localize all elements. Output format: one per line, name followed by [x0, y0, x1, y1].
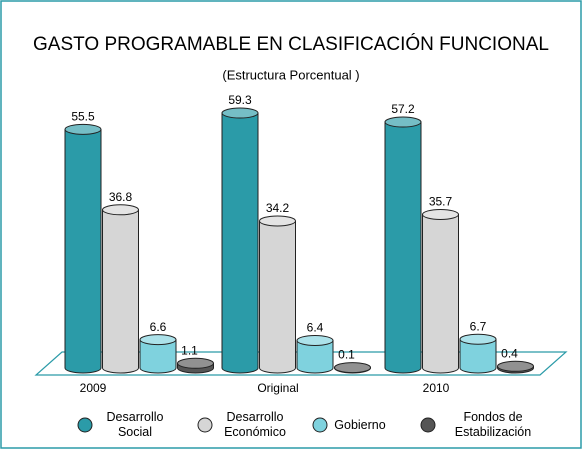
bar-body — [422, 213, 459, 374]
legend-marker — [420, 417, 436, 433]
bar-top — [497, 360, 534, 372]
chart-title: GASTO PROGRAMABLE EN CLASIFICACIÓN FUNCI… — [33, 33, 549, 55]
bar-top — [221, 107, 259, 119]
bar-top — [177, 357, 214, 369]
bar-top — [384, 116, 422, 128]
legend-label: Desarrollo Social — [106, 410, 164, 439]
bar-top — [102, 204, 139, 216]
value-label: 35.7 — [429, 195, 453, 209]
value-label: 59.3 — [228, 93, 252, 107]
legend-label: Gobierno — [334, 417, 386, 432]
chart-subtitle: (Estructura Porcentual ) — [222, 67, 359, 82]
bar-body — [459, 338, 497, 374]
legend-marker — [77, 417, 93, 433]
bar-body — [221, 112, 259, 374]
value-label: 57.2 — [391, 102, 415, 116]
value-label: 36.8 — [109, 190, 133, 204]
value-label: 0.4 — [501, 346, 518, 360]
bar-body — [64, 128, 102, 374]
x-tick-label: 2010 — [423, 381, 450, 395]
legend-marker — [312, 417, 328, 433]
bar-top — [296, 334, 334, 346]
bar-top — [459, 333, 497, 345]
value-label: 55.5 — [71, 110, 95, 124]
x-tick-label: Original — [257, 381, 298, 395]
bar-body — [384, 121, 422, 374]
legend-label: Fondos de Estabilización — [454, 410, 532, 439]
bar-top — [334, 362, 371, 374]
value-label: 0.1 — [338, 348, 355, 362]
bar-top — [259, 215, 296, 227]
value-label: 6.4 — [307, 321, 324, 335]
legend-label: Desarrollo Económico — [224, 410, 286, 439]
legend-marker — [197, 417, 213, 433]
bar-top — [422, 208, 459, 220]
bar-top — [139, 334, 177, 346]
bar-body — [259, 220, 296, 374]
bar-body — [139, 339, 177, 374]
bar-body — [296, 339, 334, 374]
value-label: 6.6 — [150, 320, 167, 334]
bar-body — [102, 209, 139, 374]
value-label: 34.2 — [266, 201, 290, 215]
value-label: 6.7 — [470, 319, 487, 333]
value-label: 1.1 — [181, 343, 198, 357]
x-tick-label: 2009 — [80, 381, 107, 395]
bar-top — [64, 123, 102, 135]
